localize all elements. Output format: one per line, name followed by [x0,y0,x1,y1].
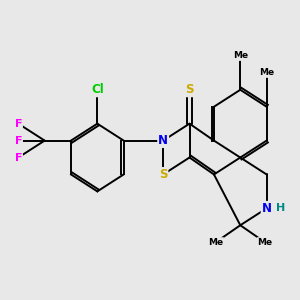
Text: S: S [159,168,167,181]
Text: Cl: Cl [91,83,104,96]
Text: F: F [15,136,22,146]
Text: Me: Me [259,68,274,77]
Text: N: N [158,134,168,147]
Text: Me: Me [233,51,248,60]
Text: Me: Me [208,238,224,247]
Text: Me: Me [257,238,272,247]
Text: N: N [262,202,272,215]
Text: H: H [276,203,286,213]
Text: S: S [185,83,194,96]
Text: F: F [15,119,22,129]
Text: F: F [15,152,22,163]
